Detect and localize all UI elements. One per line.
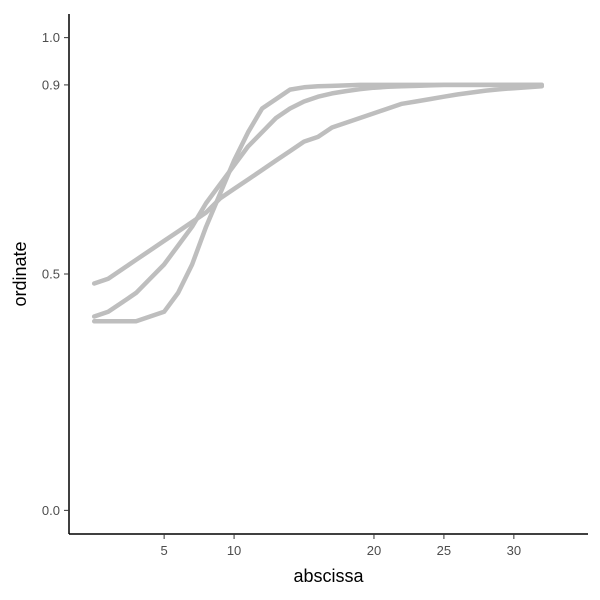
series-line-1 [91, 82, 545, 324]
x-tick-label: 10 [227, 543, 241, 558]
y-tick-label: 1.0 [42, 30, 60, 45]
y-tick-label: 0.5 [42, 267, 60, 282]
x-tick-label: 25 [437, 543, 451, 558]
x-tick-label: 20 [367, 543, 381, 558]
series-line-2 [91, 82, 545, 319]
y-axis-ticks: 0.0 0.5 0.9 1.0 [42, 30, 69, 518]
y-tick-label: 0.9 [42, 77, 60, 92]
curve-layer [91, 82, 545, 324]
y-tick-label: 0.0 [42, 503, 60, 518]
series-line-3 [91, 84, 545, 286]
x-tick-label: 30 [507, 543, 521, 558]
x-axis-title: abscissa [293, 566, 364, 586]
y-axis-title: ordinate [10, 241, 30, 306]
x-tick-label: 5 [161, 543, 168, 558]
x-axis-ticks: 5 10 20 25 30 [161, 534, 521, 558]
